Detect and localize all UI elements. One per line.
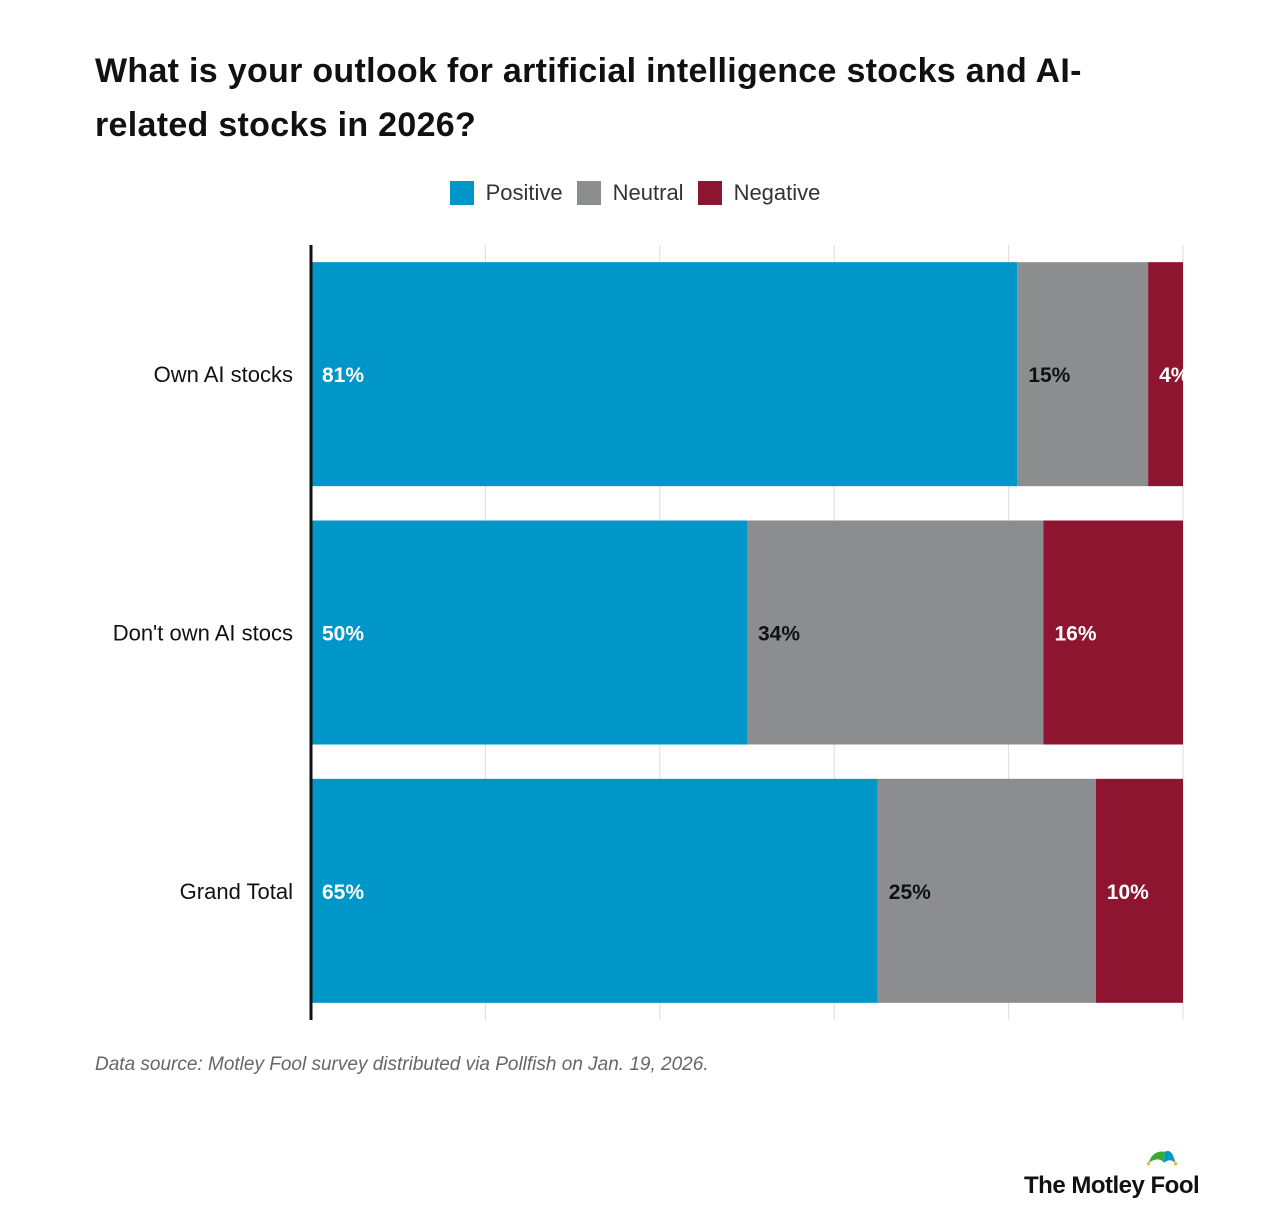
data-label: 10%: [1107, 881, 1149, 904]
chart-title: What is your outlook for artificial inte…: [95, 52, 1082, 144]
bar-segment-negative: [1043, 520, 1183, 745]
data-label: 15%: [1028, 364, 1070, 387]
category-label: Don't own AI stocs: [113, 621, 293, 646]
logo-text: The Motley Fool: [1024, 1172, 1200, 1199]
legend-label: Neutral: [612, 180, 684, 205]
legend-label: Positive: [485, 180, 563, 205]
data-label: 34%: [758, 623, 800, 646]
legend-swatch: [449, 181, 474, 205]
data-label: 65%: [322, 881, 364, 904]
category-label: Own AI stocks: [154, 362, 293, 387]
legend-swatch: [576, 181, 601, 205]
data-label: 16%: [1054, 623, 1096, 646]
bar-segment-positive: [311, 262, 1018, 487]
bar-segment-positive: [311, 778, 878, 1003]
category-label: Grand Total: [180, 879, 293, 904]
bar-segment-negative: [1148, 262, 1183, 487]
legend-item-neutral: Neutral: [576, 180, 684, 206]
legend-item-negative: Negative: [697, 180, 821, 206]
bar-segment-positive: [311, 520, 747, 745]
bar-segment-negative: [1095, 778, 1183, 1003]
bar-segment-neutral: [877, 778, 1096, 1003]
legend: Positive Neutral Negative: [0, 180, 1280, 206]
legend-swatch: [697, 181, 722, 205]
data-label: 25%: [889, 881, 931, 904]
motley-fool-jester-hat-icon: [1146, 1151, 1178, 1166]
legend-item-positive: Positive: [449, 180, 563, 206]
data-label: 50%: [322, 623, 364, 646]
data-label: 4%: [1159, 364, 1190, 387]
data-label: 81%: [322, 364, 364, 387]
bar-segment-neutral: [1017, 262, 1149, 487]
data-source-note: Data source: Motley Fool survey distribu…: [95, 1054, 709, 1075]
bar-segment-neutral: [747, 520, 1044, 745]
legend-label: Negative: [733, 180, 821, 205]
